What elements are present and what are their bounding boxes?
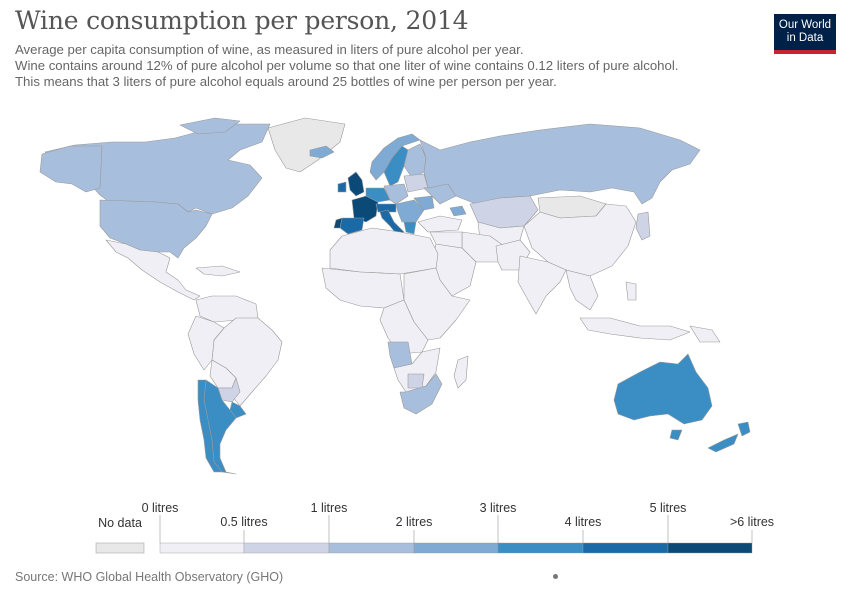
country-canada-islands[interactable]	[179, 117, 241, 135]
logo-line-2: in Data	[786, 32, 824, 44]
country-alaska[interactable]	[39, 145, 103, 193]
subtitle-line-3: This means that 3 liters of pure alcohol…	[15, 74, 557, 89]
country-usa[interactable]	[99, 199, 213, 259]
chart-subtitle: Average per capita consumption of wine, …	[15, 42, 755, 90]
country-papua-new-guinea[interactable]	[689, 325, 721, 343]
legend-swatch-bin-1[interactable]	[243, 542, 330, 554]
country-georgia-armenia[interactable]	[449, 205, 467, 217]
country-australia[interactable]	[613, 353, 713, 425]
legend-upper-label-0: 0 litres	[142, 501, 179, 515]
region-caribbean[interactable]	[195, 265, 241, 277]
country-korea-japan[interactable]	[635, 211, 651, 241]
country-turkey[interactable]	[417, 215, 463, 233]
country-mexico[interactable]	[105, 239, 201, 301]
country-benelux-germany[interactable]	[365, 187, 391, 203]
country-poland-czechia[interactable]	[383, 183, 409, 205]
country-greenland[interactable]	[267, 117, 346, 173]
country-uruguay[interactable]	[229, 401, 247, 419]
chart-title: Wine consumption per person, 2014	[15, 6, 469, 35]
country-indonesia[interactable]	[579, 317, 691, 341]
legend-upper-label-2: 3 litres	[480, 501, 517, 515]
legend-lower-label-0: 0.5 litres	[220, 515, 267, 529]
subtitle-line-2: Wine contains around 12% of pure alcohol…	[15, 58, 679, 73]
legend-swatch-bin-4[interactable]	[497, 542, 584, 554]
legend-upper-label-3: 5 litres	[650, 501, 687, 515]
country-iceland[interactable]	[309, 145, 335, 159]
country-chile[interactable]	[197, 379, 223, 473]
legend-lower-label-1: 2 litres	[396, 515, 433, 529]
country-russia[interactable]	[419, 123, 701, 205]
country-new-zealand-south[interactable]	[707, 433, 739, 453]
country-portugal[interactable]	[333, 217, 343, 229]
country-philippines[interactable]	[625, 281, 637, 301]
source-note: Source: WHO Global Health Observatory (G…	[15, 570, 284, 584]
timeline-dot[interactable]	[553, 574, 558, 579]
legend-swatch-bin-6[interactable]	[667, 542, 753, 554]
legend-lower-label-3: >6 litres	[730, 515, 774, 529]
legend-swatch-no-data[interactable]	[95, 542, 145, 554]
country-switzerland-austria[interactable]	[375, 203, 397, 213]
legend-swatch-bin-3[interactable]	[413, 542, 499, 554]
country-tasmania[interactable]	[669, 429, 683, 441]
subtitle-line-1: Average per capita consumption of wine, …	[15, 42, 524, 57]
country-romania-moldova[interactable]	[413, 195, 435, 211]
country-levant-iraq[interactable]	[429, 231, 463, 249]
country-india[interactable]	[517, 255, 567, 315]
legend-swatch-bin-5[interactable]	[582, 542, 669, 554]
legend-swatch-bin-2[interactable]	[328, 542, 415, 554]
country-southern-africa[interactable]	[393, 347, 441, 393]
owid-logo[interactable]: Our World in Data	[774, 14, 836, 54]
country-ireland[interactable]	[337, 181, 347, 193]
logo-line-1: Our World	[778, 19, 832, 31]
country-new-zealand-north[interactable]	[737, 421, 751, 437]
country-greece[interactable]	[403, 221, 417, 235]
legend-swatch-bin-0[interactable]	[159, 542, 245, 554]
country-indochina[interactable]	[565, 269, 599, 311]
legend-lower-label-2: 4 litres	[565, 515, 602, 529]
legend-label-no-data: No data	[98, 516, 142, 530]
country-united-kingdom[interactable]	[347, 171, 365, 197]
country-madagascar[interactable]	[453, 355, 469, 389]
country-south-africa[interactable]	[399, 373, 443, 415]
legend-upper-label-1: 1 litres	[311, 501, 348, 515]
